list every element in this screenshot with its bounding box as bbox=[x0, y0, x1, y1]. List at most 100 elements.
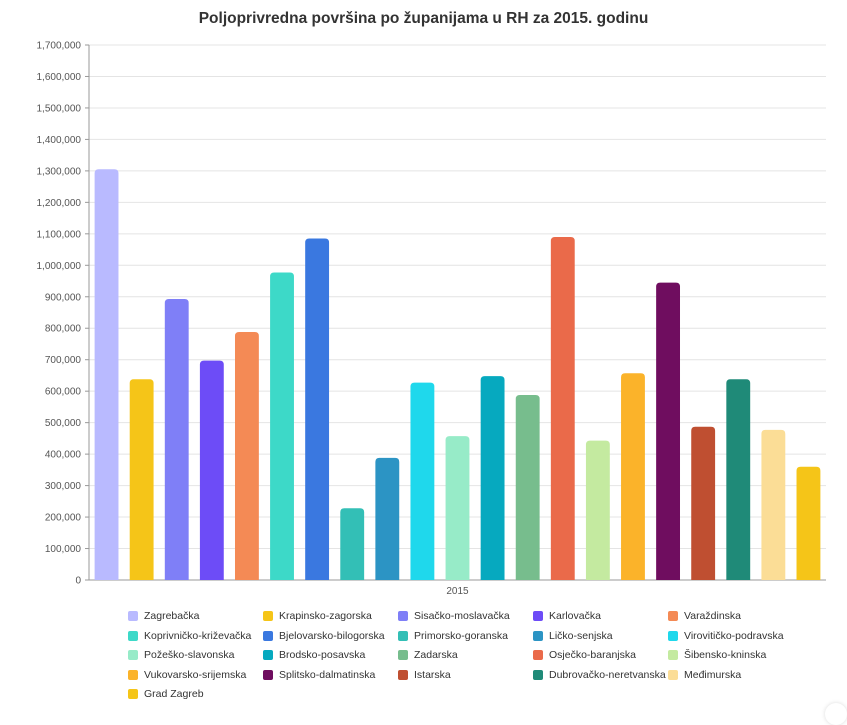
legend-label: Varaždinska bbox=[684, 610, 742, 622]
y-tick-label: 600,000 bbox=[45, 387, 82, 398]
legend-swatch bbox=[398, 650, 408, 661]
legend-item[interactable]: Sisačko-moslavačka bbox=[398, 609, 510, 623]
legend-swatch bbox=[263, 650, 273, 661]
y-tick-label: 1,600,000 bbox=[37, 72, 82, 83]
bar bbox=[94, 169, 119, 580]
legend-item[interactable]: Zadarska bbox=[398, 648, 458, 662]
legend-swatch bbox=[128, 650, 138, 661]
legend-item[interactable]: Osječko-baranjska bbox=[533, 648, 636, 662]
legend-label: Međimurska bbox=[684, 668, 742, 681]
legend-label: Zadarska bbox=[414, 649, 458, 662]
legend-item[interactable]: Ličko-senjska bbox=[533, 629, 613, 643]
legend-item[interactable]: Vukovarsko-srijemska bbox=[128, 668, 246, 682]
legend-swatch bbox=[128, 611, 138, 621]
legend-item[interactable]: Virovitičko-podravska bbox=[668, 629, 784, 643]
y-tick-label: 0 bbox=[75, 576, 81, 587]
legend-label: Virovitičko-podravska bbox=[684, 629, 784, 642]
legend-swatch bbox=[668, 650, 678, 661]
bar-chart: 0 100,000 200,000 300,000 400,000 500,000 600,… bbox=[37, 41, 826, 597]
legend-swatch bbox=[668, 669, 678, 680]
legend-label: Požeško-slavonska bbox=[144, 649, 235, 662]
bar bbox=[480, 376, 505, 580]
legend-item[interactable]: Dubrovačko-neretvanska bbox=[533, 668, 666, 682]
y-tick-label: 1,500,000 bbox=[37, 103, 82, 114]
legend-item[interactable]: Međimurska bbox=[668, 668, 741, 682]
bar bbox=[340, 508, 365, 580]
legend-label: Ličko-senjska bbox=[549, 629, 613, 642]
legend-item[interactable]: Splitsko-dalmatinska bbox=[263, 668, 375, 682]
legend-item[interactable]: Primorsko-goranska bbox=[398, 629, 508, 643]
legend-item[interactable]: Istarska bbox=[398, 668, 451, 682]
bar bbox=[375, 457, 400, 580]
legend-swatch bbox=[533, 611, 543, 621]
legend-swatch bbox=[263, 630, 273, 641]
bar bbox=[445, 436, 470, 580]
legend-swatch bbox=[398, 630, 408, 641]
legend-label: Splitsko-dalmatinska bbox=[279, 668, 376, 681]
bar bbox=[656, 282, 681, 580]
y-tick-label: 900,000 bbox=[45, 292, 82, 303]
legend-swatch bbox=[533, 630, 543, 641]
legend-swatch bbox=[128, 630, 138, 641]
legend-swatch bbox=[263, 669, 273, 680]
legend-swatch bbox=[128, 689, 138, 700]
bar bbox=[761, 429, 786, 580]
legend-label: Vukovarsko-srijemska bbox=[144, 668, 247, 681]
legend-item[interactable]: Krapinsko-zagorska bbox=[263, 609, 372, 623]
legend-swatch bbox=[668, 630, 678, 641]
legend-swatch bbox=[398, 669, 408, 680]
y-tick-label: 1,100,000 bbox=[37, 229, 82, 240]
legend-item[interactable]: Brodsko-posavska bbox=[263, 648, 365, 662]
legend-label: Koprivničko-križevačka bbox=[144, 629, 252, 642]
legend-item[interactable]: Bjelovarsko-bilogorska bbox=[263, 629, 385, 643]
legend-label: Sisačko-moslavačka bbox=[414, 610, 510, 622]
legend-label: Šibensko-kninska bbox=[684, 649, 767, 662]
bar bbox=[621, 373, 645, 580]
y-tick-label: 1,000,000 bbox=[37, 261, 82, 272]
bar bbox=[270, 272, 294, 580]
bar bbox=[515, 394, 540, 580]
y-tick-label: 1,200,000 bbox=[37, 198, 82, 209]
legend-label: Bjelovarsko-bilogorska bbox=[279, 629, 385, 642]
legend-swatch bbox=[398, 611, 408, 621]
y-tick-label: 1,300,000 bbox=[37, 166, 82, 177]
y-tick-label: 300,000 bbox=[45, 481, 82, 492]
legend-item[interactable]: Varaždinska bbox=[668, 609, 741, 623]
bar bbox=[234, 332, 259, 580]
bar bbox=[585, 440, 610, 580]
legend-swatch bbox=[533, 650, 543, 661]
legend-swatch bbox=[263, 611, 273, 621]
y-tick-label: 400,000 bbox=[45, 450, 82, 461]
legend-label: Primorsko-goranska bbox=[414, 629, 508, 642]
bar bbox=[410, 382, 435, 580]
legend-item[interactable]: Karlovačka bbox=[533, 609, 601, 623]
legend-label: Osječko-baranjska bbox=[549, 649, 636, 662]
bar bbox=[550, 236, 575, 580]
chart-title: Poljoprivredna površina po županijama u … bbox=[198, 10, 649, 27]
bar bbox=[691, 426, 716, 580]
legend-item[interactable]: Grad Zagreb bbox=[128, 687, 204, 701]
legend-item[interactable]: Zagrebačka bbox=[128, 609, 199, 623]
y-tick-label: 800,000 bbox=[45, 324, 82, 335]
bar bbox=[199, 360, 224, 580]
legend-label: Istarska bbox=[414, 668, 451, 681]
legend-swatch bbox=[668, 611, 678, 621]
x-tick-label: 2015 bbox=[446, 586, 469, 597]
legend-label: Karlovačka bbox=[549, 610, 601, 622]
corner-badge bbox=[825, 703, 847, 725]
bar bbox=[726, 379, 751, 580]
legend-label: Dubrovačko-neretvanska bbox=[549, 668, 666, 681]
y-tick-label: 200,000 bbox=[45, 513, 82, 524]
legend-item[interactable]: Požeško-slavonska bbox=[128, 648, 234, 662]
y-tick-label: 100,000 bbox=[45, 544, 82, 555]
legend-label: Brodsko-posavska bbox=[279, 649, 366, 662]
legend-swatch bbox=[128, 669, 138, 680]
legend-item[interactable]: Koprivničko-križevačka bbox=[128, 629, 251, 643]
legend-swatch bbox=[533, 669, 543, 680]
legend-label: Grad Zagreb bbox=[144, 688, 204, 701]
y-tick-label: 1,400,000 bbox=[37, 135, 82, 146]
bar bbox=[796, 466, 821, 580]
legend-item[interactable]: Šibensko-kninska bbox=[668, 648, 766, 662]
y-tick-label: 500,000 bbox=[45, 418, 82, 429]
bar bbox=[164, 298, 189, 580]
